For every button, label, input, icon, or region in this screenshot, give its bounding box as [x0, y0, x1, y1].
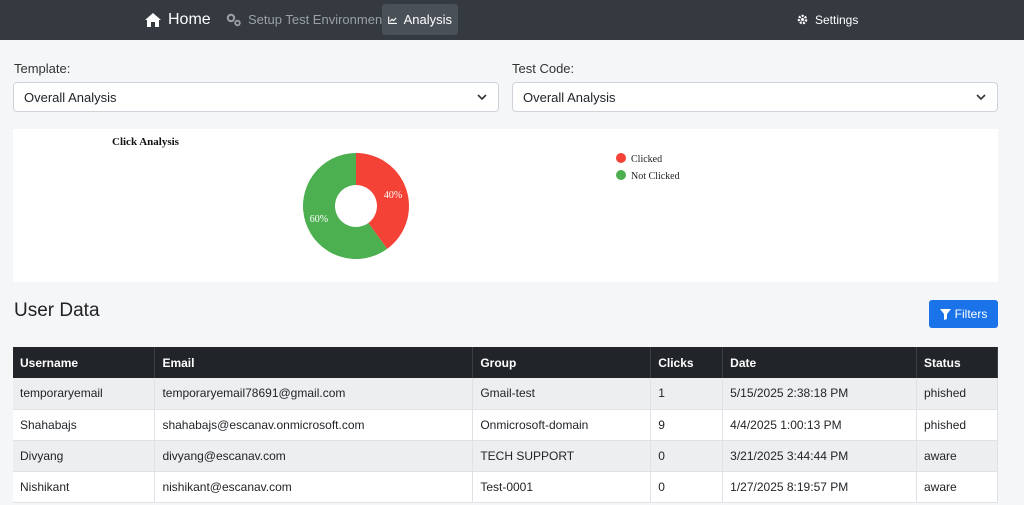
filters-button[interactable]: Filters [929, 300, 998, 328]
gear-icon [797, 14, 808, 25]
chevron-down-icon [477, 94, 487, 101]
nav-setup-label: Setup Test Environment [248, 12, 386, 27]
column-header-group[interactable]: Group [472, 347, 652, 378]
test-code-select[interactable]: Overall Analysis [512, 82, 998, 112]
chart-title: Click Analysis [112, 136, 180, 148]
cell-clicks: 0 [650, 440, 724, 472]
cell-date: 3/21/2025 3:44:44 PM [722, 440, 917, 472]
nav-settings[interactable]: Settings [790, 4, 864, 35]
filter-icon [939, 308, 951, 320]
template-select[interactable]: Overall Analysis [13, 82, 499, 112]
template-label: Template: [14, 61, 71, 76]
gears-icon [226, 13, 241, 26]
nav-analysis[interactable]: Analysis [382, 4, 458, 35]
cell-date: 1/27/2025 8:19:57 PM [722, 471, 917, 503]
table-header-row: Username Email Group Clicks Date Status [13, 347, 998, 378]
cell-email: temporaryemail78691@gmail.com [154, 378, 474, 410]
cell-group: Test-0001 [472, 471, 652, 503]
chevron-down-icon [976, 94, 986, 101]
table-row: Divyang divyang@escanav.com TECH SUPPORT… [13, 440, 998, 472]
test-code-label: Test Code: [512, 61, 575, 76]
nav-settings-label: Settings [815, 12, 859, 27]
legend-swatch[interactable] [616, 153, 626, 163]
slice-data-label: 40% [384, 190, 402, 201]
line-chart-icon [388, 16, 397, 24]
cell-username: Divyang [13, 440, 156, 472]
cell-date: 4/4/2025 1:00:13 PM [722, 409, 917, 441]
table-row: Nishikant nishikant@escanav.com Test-000… [13, 471, 998, 503]
legend-label[interactable]: Not Clicked [631, 171, 680, 182]
click-analysis-chart-card: Click Analysis 40% 60% Clicked Not Clicked [13, 129, 998, 282]
cell-group: TECH SUPPORT [472, 440, 652, 472]
cell-group: Gmail-test [472, 378, 652, 410]
cell-username: Nishikant [13, 471, 156, 503]
user-data-table: Username Email Group Clicks Date Status … [13, 347, 998, 503]
cell-clicks: 1 [650, 378, 724, 410]
cell-status: phished [916, 409, 998, 441]
slice-data-label: 60% [310, 214, 328, 225]
cell-status: aware [916, 440, 998, 472]
column-header-email[interactable]: Email [154, 347, 474, 378]
test-code-select-value: Overall Analysis [523, 89, 616, 105]
pie-slice-not-clicked[interactable] [302, 153, 388, 259]
column-header-status[interactable]: Status [916, 347, 998, 378]
nav-setup-test-environment[interactable]: Setup Test Environment [220, 4, 392, 35]
table-row: Shahabajs shahabajs@escanav.onmicrosoft.… [13, 409, 998, 441]
table-row: temporaryemail temporaryemail78691@gmail… [13, 378, 998, 410]
legend-swatch[interactable] [616, 170, 626, 180]
cell-username: temporaryemail [13, 378, 156, 410]
cell-group: Onmicrosoft-domain [472, 409, 652, 441]
home-icon [145, 12, 161, 27]
template-select-value: Overall Analysis [24, 89, 117, 105]
legend-label[interactable]: Clicked [631, 154, 662, 165]
top-navbar: Home Setup Test Environment Analysis Set… [0, 0, 1024, 40]
nav-home[interactable]: Home [138, 4, 217, 35]
filters-button-label: Filters [954, 307, 988, 321]
cell-status: phished [916, 378, 998, 410]
pie-slice-clicked[interactable] [356, 153, 409, 249]
cell-clicks: 0 [650, 471, 724, 503]
user-data-title: User Data [14, 300, 100, 321]
cell-status: aware [916, 471, 998, 503]
nav-home-label: Home [168, 10, 211, 28]
column-header-clicks[interactable]: Clicks [650, 347, 724, 378]
cell-email: divyang@escanav.com [154, 440, 474, 472]
cell-email: shahabajs@escanav.onmicrosoft.com [154, 409, 474, 441]
chart-legend: Clicked Not Clicked [616, 153, 680, 182]
nav-analysis-label: Analysis [403, 12, 452, 27]
column-header-date[interactable]: Date [722, 347, 917, 378]
column-header-username[interactable]: Username [13, 347, 156, 378]
cell-clicks: 9 [650, 409, 724, 441]
cell-email: nishikant@escanav.com [154, 471, 474, 503]
cell-date: 5/15/2025 2:38:18 PM [722, 378, 917, 410]
pie-chart: 40% 60% [302, 153, 409, 259]
click-analysis-chart: Click Analysis 40% 60% Clicked Not Clicked [112, 136, 680, 259]
cell-username: Shahabajs [13, 409, 156, 441]
